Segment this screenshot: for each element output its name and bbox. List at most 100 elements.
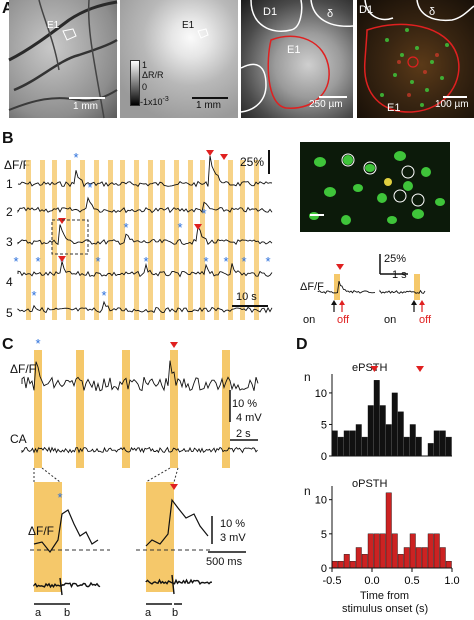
event-star: * bbox=[73, 150, 78, 165]
hist-bar bbox=[391, 533, 398, 569]
colorbar-top: 1 bbox=[142, 60, 148, 70]
x-tick-label: -0.5 bbox=[323, 575, 342, 587]
hist-bar bbox=[427, 443, 434, 457]
event-triangle bbox=[170, 484, 178, 490]
blood-vessels bbox=[8, 0, 118, 119]
y-tick-label: 10 bbox=[315, 388, 327, 400]
hist-bar bbox=[409, 533, 416, 569]
cortex-photo: E1 1 mm bbox=[8, 0, 118, 119]
scale-label: 1 mm bbox=[196, 100, 221, 111]
event-star: * bbox=[201, 206, 206, 221]
b-row-label-5: 5 bbox=[6, 306, 13, 320]
stim-arrow-head bbox=[331, 300, 337, 305]
stimulus-bar bbox=[254, 160, 259, 320]
b-scale-x: 10 s bbox=[236, 291, 257, 303]
stimulus-bar bbox=[120, 160, 125, 320]
event-star: * bbox=[101, 288, 106, 303]
hist-bar bbox=[361, 554, 368, 569]
hist-bar bbox=[373, 533, 380, 569]
event-star: * bbox=[87, 180, 92, 195]
y-tick-label: 0 bbox=[321, 451, 327, 463]
d-xlabel-2: stimulus onset (s) bbox=[342, 603, 429, 615]
c-label-b-1: b bbox=[64, 607, 71, 619]
zoom-ca-trace-2 bbox=[145, 574, 212, 595]
hist-bar bbox=[415, 436, 422, 457]
zoom-trace-2 bbox=[145, 498, 209, 547]
stimulus-bar bbox=[94, 160, 99, 320]
hist-bar bbox=[349, 560, 356, 569]
hist-bar bbox=[367, 405, 374, 457]
event-star: * bbox=[95, 254, 100, 269]
hist-bar bbox=[445, 436, 452, 457]
inset-trace-1 bbox=[317, 280, 376, 295]
colorbar bbox=[130, 60, 140, 106]
panel-label-a: A bbox=[2, 0, 14, 17]
c-trace2-label: CA bbox=[10, 432, 27, 446]
calcium-traces-b: **************** bbox=[13, 150, 273, 320]
colorbar-title: ΔR/R bbox=[142, 70, 164, 80]
hist-bar bbox=[343, 430, 350, 457]
hist-bar bbox=[337, 436, 344, 457]
hist-bar bbox=[355, 424, 362, 457]
trace-row-4 bbox=[17, 261, 273, 278]
colorbar-mid: 0 bbox=[142, 82, 148, 92]
b-row-label-4: 4 bbox=[6, 275, 13, 289]
hist-bar bbox=[379, 533, 386, 569]
y-tick-label: 5 bbox=[321, 529, 327, 541]
panel-label-d: D bbox=[296, 336, 308, 353]
c-label-a-1: a bbox=[35, 607, 42, 619]
hist-bar bbox=[421, 547, 428, 569]
hist-bar bbox=[415, 547, 422, 569]
event-star: * bbox=[177, 220, 182, 235]
x-tick-label: 0.0 bbox=[364, 575, 379, 587]
stim-arrow-head bbox=[339, 300, 345, 305]
trace-row-3 bbox=[17, 224, 273, 246]
event-triangle bbox=[206, 150, 214, 156]
hist-bar bbox=[337, 560, 344, 569]
stimulus-bar bbox=[188, 160, 193, 320]
e1-label: E1 bbox=[387, 102, 401, 114]
scale-label: 100 µm bbox=[435, 99, 469, 110]
barrel-field-gray: D1 δ E1 250 µm bbox=[240, 0, 354, 118]
psth-histograms: 0 5 10 0 5 10 -0.5 0.0 0.5 1.0 bbox=[315, 366, 460, 587]
hist-bar bbox=[397, 411, 404, 457]
scale-bar bbox=[319, 96, 347, 98]
hist-bar bbox=[331, 430, 338, 457]
hist2-ylabel: n bbox=[304, 484, 311, 498]
c-zoom-scale-1: 10 % bbox=[220, 518, 246, 530]
zoom-connector bbox=[173, 467, 179, 483]
c-label-b-2: b bbox=[172, 607, 179, 619]
event-star: * bbox=[13, 254, 18, 269]
roi-outline bbox=[62, 28, 77, 41]
stim-arrow-head bbox=[419, 300, 425, 305]
event-star: * bbox=[265, 254, 270, 269]
hist-bar bbox=[439, 547, 446, 569]
trace-row-2 bbox=[17, 196, 273, 214]
green-cells bbox=[309, 151, 445, 225]
hist-bar bbox=[385, 424, 392, 457]
cell-overlay bbox=[364, 0, 474, 113]
c-scale-3: 2 s bbox=[236, 428, 251, 440]
hist-bar bbox=[427, 533, 434, 569]
hist-bar bbox=[403, 547, 410, 569]
c-scale-1: 10 % bbox=[232, 398, 258, 410]
b-scale-bar-x bbox=[232, 305, 268, 307]
inset-on-2: on bbox=[384, 314, 397, 326]
stimulus-bar bbox=[228, 160, 233, 320]
stimulus-bar bbox=[122, 350, 130, 468]
hist-bar bbox=[403, 436, 410, 457]
hist-bar bbox=[439, 430, 446, 457]
event-triangle bbox=[220, 154, 228, 160]
event-triangle bbox=[370, 366, 379, 372]
inset-scale-x: 1 s bbox=[392, 269, 407, 281]
panel-label-b: B bbox=[2, 130, 14, 147]
c-trace1-label: ΔF/F bbox=[10, 362, 37, 376]
x-tick-label: 0.5 bbox=[404, 575, 419, 587]
scale-bar bbox=[192, 97, 228, 99]
d1-label: D1 bbox=[263, 6, 278, 18]
cell-image-inset bbox=[300, 142, 450, 232]
hist-bar bbox=[367, 533, 374, 569]
b-scale-y: 25% bbox=[240, 155, 265, 169]
event-star: * bbox=[143, 254, 148, 269]
stimulus-bar bbox=[148, 160, 153, 320]
